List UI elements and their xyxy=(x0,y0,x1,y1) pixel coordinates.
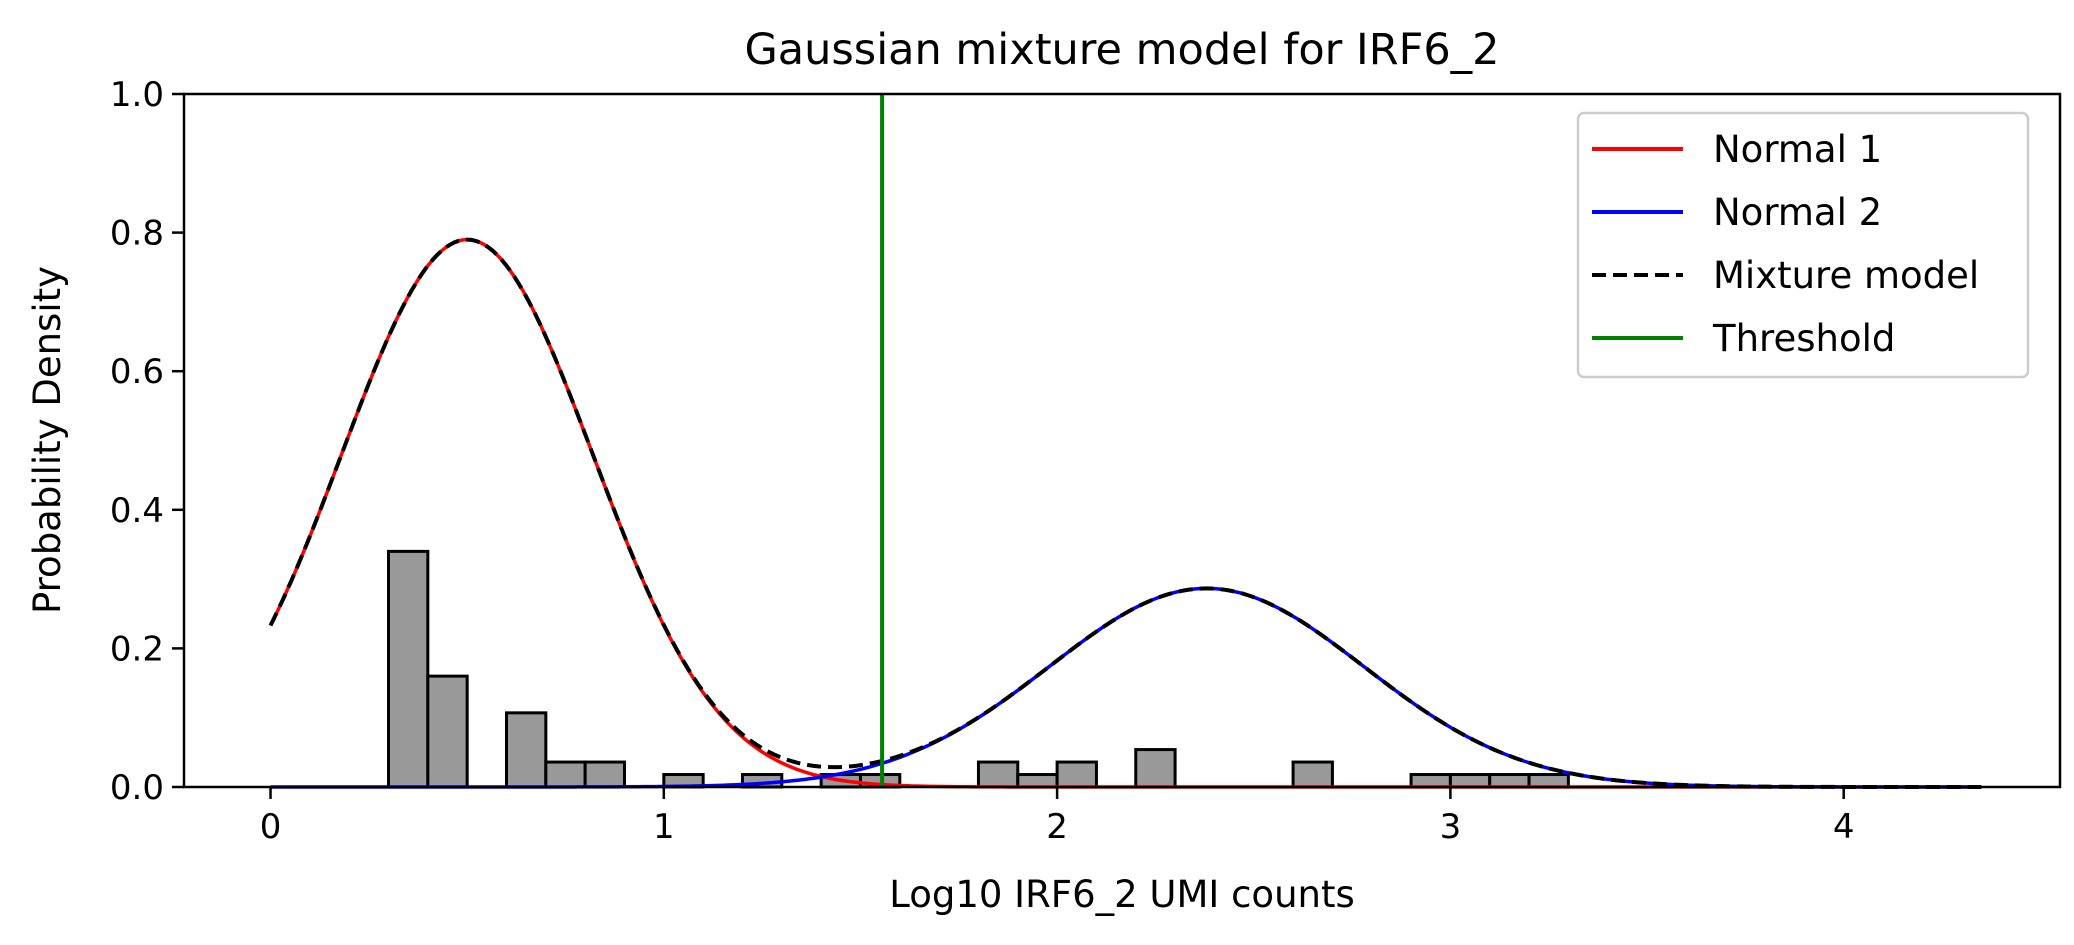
y-tick-label-5: 1.0 xyxy=(110,75,164,115)
y-tick-label-2: 0.4 xyxy=(110,491,164,531)
x-tick-label-0: 0 xyxy=(260,807,282,847)
hist-bar-12 xyxy=(1134,748,1177,789)
hist-bar-10 xyxy=(1016,773,1059,789)
y-axis-ticks: 0.0 0.2 0.4 0.6 0.8 1.0 xyxy=(110,75,184,808)
hist-bar-2 xyxy=(504,711,548,789)
x-axis-ticks: 0 1 2 3 4 xyxy=(260,787,1855,847)
y-tick-label-1: 0.2 xyxy=(110,629,164,669)
mixture-model-line xyxy=(268,237,1982,789)
hist-bar-4 xyxy=(583,760,626,789)
hist-bar-0 xyxy=(387,549,430,789)
hist-bar-3 xyxy=(544,760,587,789)
histogram xyxy=(387,549,1570,789)
y-axis-label: Probability Density xyxy=(26,266,69,614)
plot-frame xyxy=(182,92,2062,789)
hist-bar-11 xyxy=(1055,760,1098,789)
hist-bar-1 xyxy=(426,674,469,789)
chart-title: Gaussian mixture model for IRF6_2 xyxy=(744,25,1499,75)
legend-label-3: Threshold xyxy=(1712,317,1895,360)
y-tick-label-0: 0.0 xyxy=(110,768,164,808)
hist-bar-15 xyxy=(1448,773,1492,789)
legend-label-0: Normal 1 xyxy=(1713,128,1882,171)
legend-box xyxy=(1576,111,2030,379)
x-tick-label-2: 2 xyxy=(1046,807,1068,847)
hist-bar-13 xyxy=(1291,760,1334,789)
legend: Normal 1 Normal 2 Mixture model Threshold xyxy=(1576,111,2030,379)
x-tick-label-4: 4 xyxy=(1833,807,1855,847)
x-tick-label-1: 1 xyxy=(653,807,675,847)
y-tick-label-4: 0.8 xyxy=(110,214,164,254)
y-tick-label-3: 0.6 xyxy=(110,352,164,392)
x-axis-label: Log10 IRF6_2 UMI counts xyxy=(889,873,1355,916)
legend-label-2: Mixture model xyxy=(1713,254,1979,297)
hist-bar-17 xyxy=(1527,773,1570,789)
x-tick-label-3: 3 xyxy=(1440,807,1462,847)
hist-bar-9 xyxy=(976,760,1020,789)
hist-bar-16 xyxy=(1488,773,1531,789)
hist-bar-14 xyxy=(1409,773,1452,789)
legend-label-1: Normal 2 xyxy=(1713,191,1882,234)
